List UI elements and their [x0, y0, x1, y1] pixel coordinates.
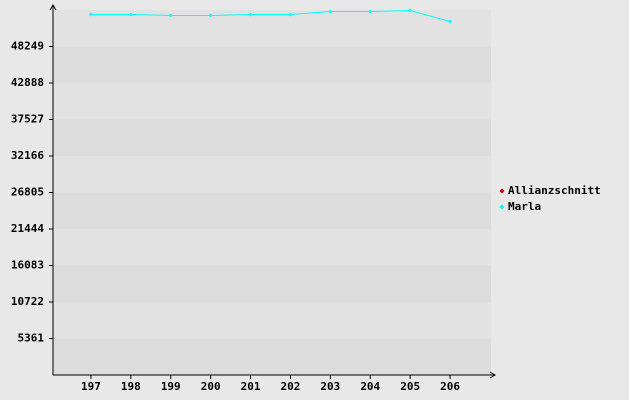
y-tick-label: 26805 — [11, 186, 44, 199]
grid-band — [53, 46, 491, 83]
x-tick-label: 198 — [121, 380, 141, 393]
grid-band — [53, 156, 491, 193]
grid-band — [53, 338, 491, 375]
data-point — [368, 9, 373, 14]
y-axis-arrow — [49, 4, 57, 11]
data-point — [208, 13, 213, 18]
data-point — [328, 9, 333, 14]
grid-band — [53, 10, 491, 47]
data-point — [288, 12, 293, 17]
data-point — [408, 8, 413, 13]
x-tick-label: 202 — [281, 380, 301, 393]
x-tick-label: 206 — [440, 380, 460, 393]
y-tick-label: 42888 — [11, 76, 44, 89]
grid-band — [53, 229, 491, 266]
data-point — [248, 12, 253, 17]
grid-band — [53, 83, 491, 120]
y-tick-label: 16083 — [11, 259, 44, 272]
series-line — [90, 9, 451, 22]
grid-band — [53, 265, 491, 302]
x-tick-label: 203 — [320, 380, 340, 393]
legend-marker — [499, 188, 505, 194]
y-tick-label: 10722 — [11, 295, 44, 308]
data-point — [168, 13, 173, 18]
y-tick-label: 21444 — [11, 222, 44, 235]
grid-band — [53, 192, 491, 229]
legend-marker — [499, 204, 505, 210]
y-tick-label: 5361 — [18, 332, 45, 345]
y-tick-label: 32166 — [11, 149, 44, 162]
x-tick-label: 201 — [241, 380, 261, 393]
grid-band — [53, 302, 491, 339]
x-tick-label: 199 — [161, 380, 181, 393]
data-point — [448, 19, 453, 24]
legend-label: Marla — [508, 200, 541, 213]
y-tick-label: 37527 — [11, 113, 44, 126]
y-tick-label: 48249 — [11, 40, 44, 53]
x-tick-label: 204 — [360, 380, 380, 393]
legend-label: Allianzschnitt — [508, 184, 601, 197]
data-point — [88, 12, 93, 17]
x-tick-label: 200 — [201, 380, 221, 393]
x-axis-arrow — [489, 371, 496, 379]
grid-band — [53, 119, 491, 156]
x-tick-label: 205 — [400, 380, 420, 393]
x-tick-label: 197 — [81, 380, 101, 393]
data-point — [128, 12, 133, 17]
